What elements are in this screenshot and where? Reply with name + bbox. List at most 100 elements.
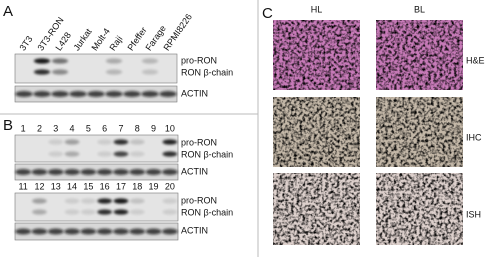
band [15,169,31,175]
band-label: ACTIN [181,225,208,235]
band [80,169,97,175]
band [105,58,123,64]
micrograph-texture [273,173,360,245]
band [81,198,96,204]
band [129,198,145,204]
panel-label: C [262,5,273,22]
lane-label: 20 [165,181,175,191]
band [162,139,178,145]
band [15,228,31,235]
band [162,198,178,204]
band [32,198,47,204]
band [97,209,112,215]
lane-label: 6 [102,123,107,133]
band [145,169,162,175]
band [64,209,80,215]
lane-label: 12 [34,181,44,191]
lane-label: Raji [107,34,124,52]
lane-label: 3 [53,123,58,133]
band [64,198,80,204]
lane-label: 10 [165,123,175,133]
blot [14,53,178,84]
band-label: ACTIN [181,88,208,98]
band [141,91,159,97]
band [47,228,64,235]
blot [14,163,179,181]
band-label: ACTIN [181,166,208,176]
micrograph-texture [376,173,463,245]
band [113,169,129,175]
band [97,139,112,145]
lane-label: 13 [51,181,61,191]
band [129,169,146,175]
band [64,169,80,175]
band [113,139,129,145]
band [87,91,105,97]
lane-label: 2 [37,123,42,133]
lane-label: 15 [83,181,93,191]
panel-label: A [3,3,13,20]
band-label: pro-RON [181,137,217,147]
band [129,209,145,215]
band [96,228,113,235]
blot [14,192,179,222]
band [81,209,96,215]
lane-label: 17 [116,181,126,191]
band [31,228,48,235]
band [162,169,178,175]
band [64,151,80,157]
micrograph-texture [376,20,463,90]
band [69,91,87,97]
band [48,151,64,157]
band [64,139,80,145]
band [162,151,178,157]
lane-label: 3T3 [17,34,34,52]
band-label: pro-RON [181,195,217,205]
lane-label: 11 [18,181,27,191]
band [31,169,48,175]
micrograph-texture [376,97,463,167]
lane-label: 5 [86,123,91,133]
micrograph-texture [273,97,360,167]
band [51,91,69,97]
band [64,228,80,235]
band [141,69,159,75]
band [33,58,51,64]
blot [14,134,179,163]
row-label: IHC [466,132,482,142]
band [47,169,64,175]
row-label: ISH [466,209,481,219]
band-label: pro-RON [181,55,217,65]
band [97,151,112,157]
band [141,58,159,64]
lane-label: 14 [67,181,77,191]
band [33,69,51,75]
band [80,228,97,235]
band [113,228,129,235]
band [159,91,177,97]
lane-label: 9 [151,123,156,133]
band [51,58,69,64]
band [15,91,33,97]
micrograph-texture [273,20,360,90]
band [129,139,145,145]
band-label: RON β-chain [181,207,233,217]
blot [14,222,179,241]
panel-label: B [3,117,13,134]
lane-label: RPMI8226 [161,12,194,53]
band [162,228,178,235]
lane-label: 4 [70,123,75,133]
lane-label: 8 [135,123,140,133]
band [105,91,123,97]
band [123,91,141,97]
lane-label: 7 [118,123,123,133]
row-label: H&E [466,55,485,65]
lane-label: 18 [132,181,142,191]
column-label: HL [311,4,323,14]
band [129,228,146,235]
band [51,69,69,75]
band [105,69,123,75]
band-label: RON β-chain [181,149,233,159]
